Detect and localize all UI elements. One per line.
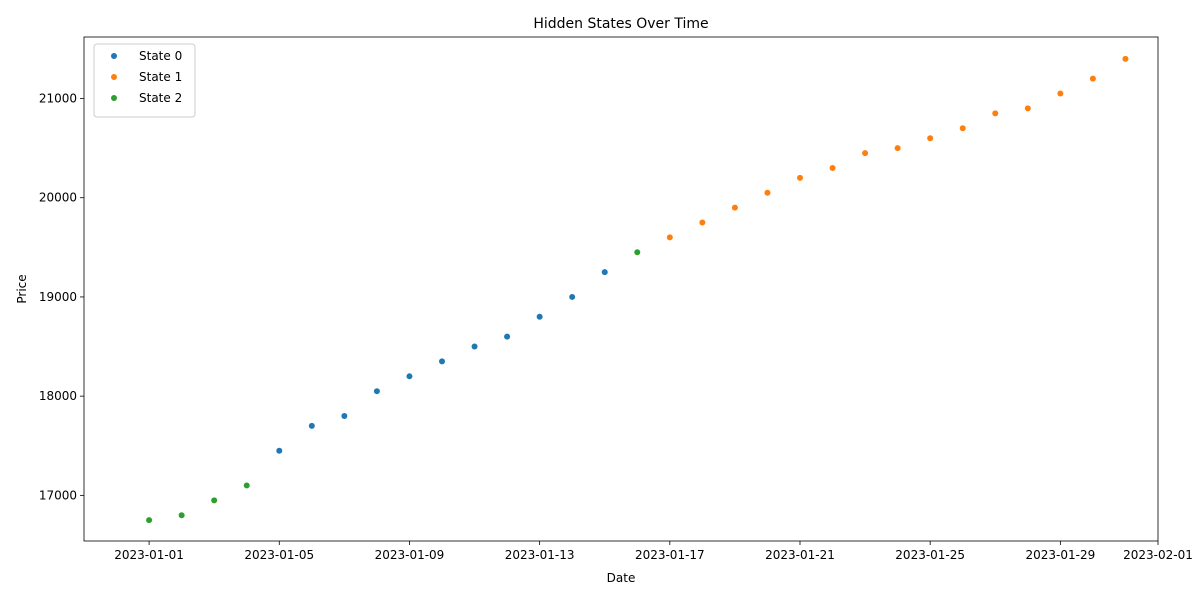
data-point-state-2 [211, 497, 218, 504]
data-point-state-2 [243, 482, 250, 489]
data-point-state-1 [797, 174, 803, 181]
data-point-state-1 [927, 135, 934, 142]
data-point-state-0 [341, 412, 348, 419]
x-tick-label: 2023-01-29 [1025, 548, 1095, 562]
data-point-state-2 [146, 517, 153, 524]
legend-marker-state-1 [111, 74, 117, 80]
plot-frame [83, 36, 1159, 542]
data-point-state-2 [178, 512, 185, 519]
data-point-state-0 [471, 343, 478, 350]
data-point-state-0 [536, 313, 543, 320]
x-tick-label: 2023-01-01 [114, 548, 184, 562]
x-tick-label: 2023-01-05 [244, 548, 314, 562]
data-point-state-1 [829, 164, 836, 171]
x-tick-label: 2023-01-25 [895, 548, 965, 562]
data-point-state-2 [634, 249, 641, 256]
legend-box [93, 43, 196, 118]
legend-marker-state-2 [111, 95, 117, 101]
legend-label-state-2: State 2 [139, 91, 182, 105]
x-axis-label: Date [607, 571, 636, 585]
data-point-state-1 [959, 125, 966, 132]
y-axis-label: Price [15, 274, 29, 303]
chart-title: Hidden States Over Time [533, 16, 708, 32]
legend-label-state-0: State 0 [139, 49, 182, 63]
data-point-state-0 [406, 373, 413, 380]
data-point-state-1 [764, 189, 771, 196]
legend: State 0 State 1 State 2 [93, 43, 196, 118]
data-point-state-0 [373, 388, 380, 395]
y-tick-label: 18000 [39, 389, 77, 403]
data-point-state-0 [439, 358, 445, 365]
y-tick-label: 20000 [39, 191, 77, 205]
x-tick-label: 2023-01-17 [635, 548, 705, 562]
data-point-state-1 [699, 219, 706, 226]
legend-marker-state-0 [111, 53, 117, 59]
y-tick-label: 17000 [39, 488, 77, 502]
data-point-state-1 [1024, 105, 1031, 112]
data-point-state-0 [504, 333, 511, 340]
y-tick-label: 21000 [39, 92, 77, 106]
plot-area [146, 55, 1129, 524]
data-point-state-1 [731, 204, 738, 211]
data-point-state-1 [862, 150, 869, 157]
x-tick-label: 2023-01-21 [765, 548, 835, 562]
y-axis: 17000 18000 19000 20000 21000 [39, 92, 84, 502]
x-axis: 2023-01-01 2023-01-05 2023-01-09 2023-01-13… [114, 541, 1193, 562]
y-tick-label: 19000 [39, 290, 77, 304]
data-point-state-1 [1122, 55, 1129, 62]
legend-label-state-1: State 1 [139, 70, 182, 84]
x-tick-label: 2023-01-13 [505, 548, 575, 562]
data-point-state-1 [1057, 90, 1064, 97]
x-tick-label: 2023-02-01 [1123, 548, 1193, 562]
data-point-state-1 [1089, 75, 1096, 82]
data-point-state-1 [666, 234, 673, 241]
x-tick-label: 2023-01-09 [375, 548, 445, 562]
data-point-state-0 [569, 293, 576, 300]
data-point-state-1 [894, 145, 901, 152]
data-point-state-1 [992, 110, 999, 117]
data-point-state-0 [276, 447, 283, 454]
data-point-state-0 [601, 269, 608, 276]
data-point-state-0 [308, 422, 315, 429]
